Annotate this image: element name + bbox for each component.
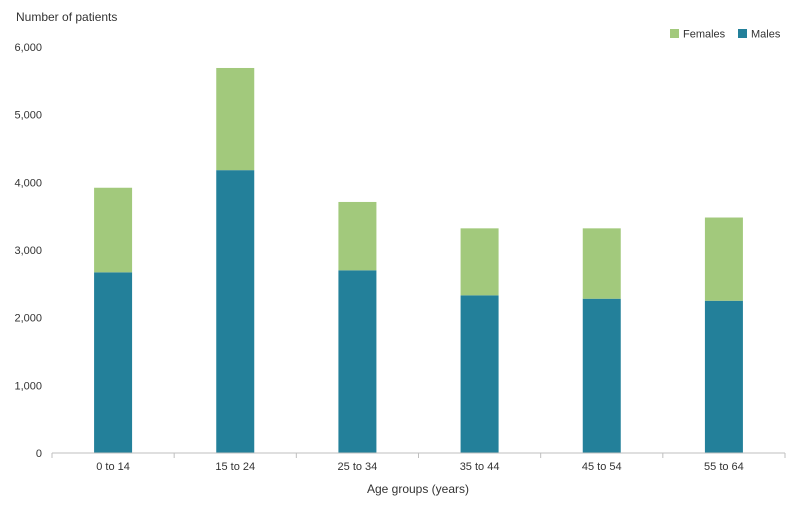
x-axis: 0 to 14 15 to 24 25 to 34 35 to 44 45 to 54 5… <box>51 452 786 473</box>
legend-swatch-males <box>738 29 747 38</box>
y-tick-label: 5,000 <box>14 110 42 122</box>
x-axis-title: Age groups (years) <box>367 482 469 496</box>
bar-females-0-to-14 <box>94 187 133 273</box>
bar-males-35-to-44 <box>460 295 499 453</box>
x-tick-label: 55 to 64 <box>704 461 744 473</box>
bar-females-35-to-44 <box>460 228 499 296</box>
x-tick-label: 15 to 24 <box>215 461 255 473</box>
legend-label-females: Females <box>683 29 726 41</box>
chart-legend: Females Males <box>670 29 781 41</box>
x-tick-label: 35 to 44 <box>460 461 500 473</box>
y-tick-label: 3,000 <box>14 245 42 257</box>
bar-males-15-to-24 <box>216 170 255 454</box>
bar-females-55-to-64 <box>704 217 743 301</box>
y-tick-label: 2,000 <box>14 313 42 325</box>
bar-females-45-to-54 <box>582 228 621 299</box>
y-tick-label: 1,000 <box>14 380 42 392</box>
bar-males-25-to-34 <box>338 270 377 453</box>
bars <box>94 67 743 454</box>
x-tick-label: 45 to 54 <box>582 461 622 473</box>
y-tick-label: 6,000 <box>14 42 42 54</box>
y-tick-label: 4,000 <box>14 177 42 189</box>
legend-label-males: Males <box>751 29 781 41</box>
y-axis: 0 1,000 2,000 3,000 4,000 5,000 6,000 <box>14 42 42 460</box>
bar-males-0-to-14 <box>94 272 133 453</box>
y-tick-label: 0 <box>36 448 42 460</box>
bar-females-25-to-34 <box>338 201 377 271</box>
x-tick-label: 25 to 34 <box>338 461 378 473</box>
bar-males-45-to-54 <box>582 298 621 453</box>
x-tick-label: 0 to 14 <box>96 461 130 473</box>
bar-males-55-to-64 <box>704 300 743 453</box>
y-axis-title: Number of patients <box>16 10 117 24</box>
bar-females-15-to-24 <box>216 67 255 171</box>
legend-swatch-females <box>670 29 679 38</box>
